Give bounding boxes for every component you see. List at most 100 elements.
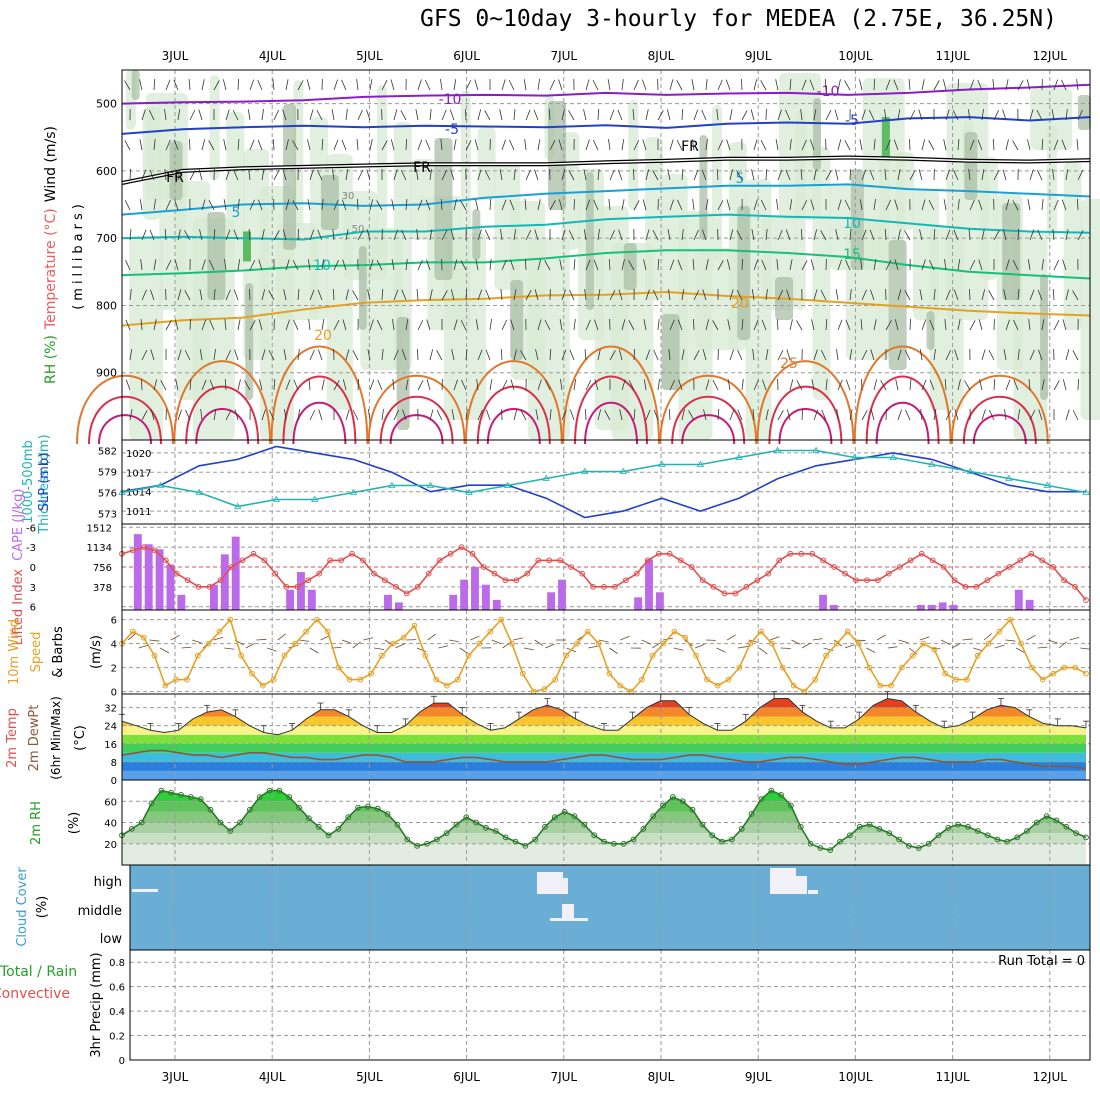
wind-speed-line-marker xyxy=(942,670,949,677)
rh-line-marker xyxy=(719,838,725,845)
wind10m-barb xyxy=(1026,634,1036,641)
wind-barb xyxy=(461,379,467,391)
wind-barb xyxy=(268,290,275,301)
warm-contour xyxy=(562,345,660,445)
rh-line-marker xyxy=(1004,838,1011,845)
lifted-index-line-marker xyxy=(1050,564,1057,570)
wind-barb xyxy=(668,408,671,421)
rh-ytick-40: 40 xyxy=(104,819,117,830)
wind-barb xyxy=(544,320,551,331)
wind10m-barb xyxy=(973,647,983,652)
rh-shade-dark xyxy=(1002,203,1021,300)
contour-label--10: -10 xyxy=(817,84,840,100)
wind-barb xyxy=(1053,320,1060,331)
wind10m-barb xyxy=(1080,647,1091,650)
wind-barb xyxy=(825,379,828,391)
wind-barb xyxy=(921,319,927,331)
rh-ylabel-2: (%) xyxy=(67,812,82,835)
wind-barb xyxy=(200,409,203,421)
wind-barb xyxy=(436,410,443,421)
lifted-index-line-marker xyxy=(831,564,837,570)
cape-bar xyxy=(819,594,827,610)
wind-barb xyxy=(933,80,940,91)
wind-speed-line-marker xyxy=(498,616,505,623)
wind-barb xyxy=(873,199,876,211)
lifted-index-line-marker xyxy=(984,577,991,584)
wind-barb xyxy=(844,140,851,151)
lifted-index-line-marker xyxy=(502,577,509,584)
wind-barb xyxy=(821,409,827,421)
rh-shading-layer xyxy=(125,70,1100,440)
rh-line-marker xyxy=(424,840,430,847)
wind-barb xyxy=(342,379,347,391)
wind10m-barb xyxy=(138,644,149,649)
wind10m-barb xyxy=(983,633,992,641)
bottom-date-label-8JUL: 8JUL xyxy=(648,1070,675,1084)
wind-barb xyxy=(928,140,935,151)
rh-shade-dark xyxy=(623,243,637,290)
warm-contour xyxy=(875,401,930,445)
rh-line-marker xyxy=(906,842,912,849)
thickness-marker xyxy=(465,488,473,495)
wind-barb xyxy=(450,169,455,181)
contour-label-50: 50 xyxy=(352,224,365,235)
wind-barb xyxy=(760,140,767,151)
wind10m-barb xyxy=(887,646,898,649)
wind-barb xyxy=(705,379,710,391)
slp-ytick-1020: 1020 xyxy=(126,449,151,460)
lifted-index-line-marker xyxy=(327,557,334,564)
wind-speed-line-marker xyxy=(314,616,320,623)
warm-contour xyxy=(270,345,369,445)
wind-ytick-6: 6 xyxy=(111,616,117,627)
wind-barb xyxy=(618,229,623,241)
wind-barb xyxy=(619,409,623,421)
wind-barb xyxy=(124,80,131,91)
lifted-index-line-marker xyxy=(864,577,870,584)
wind-barb xyxy=(873,379,878,391)
wind-barb xyxy=(141,229,147,241)
wind-barb xyxy=(869,229,875,241)
wind-barb xyxy=(213,80,220,91)
wind-barb xyxy=(366,229,371,241)
wind-barb xyxy=(693,169,699,181)
wind-barb xyxy=(729,409,735,421)
wind-barb xyxy=(597,108,600,121)
thickness-marker xyxy=(735,453,743,460)
wind-barb xyxy=(884,169,887,181)
wind-barb xyxy=(417,259,423,271)
lifted-index-line-marker xyxy=(995,570,1002,577)
contour-label-20: 20 xyxy=(314,328,332,344)
cape-ytick-756: 756 xyxy=(93,563,112,574)
warm-contour xyxy=(681,414,736,445)
wind-barb xyxy=(681,349,685,361)
lifted-index-line-marker xyxy=(513,577,520,584)
wind10m-barb xyxy=(213,636,224,641)
bottom-date-label-11JUL: 11JUL xyxy=(935,1070,970,1084)
wind-barb xyxy=(945,349,952,361)
wind-barb xyxy=(129,349,133,361)
wind-barb xyxy=(357,169,364,181)
lifted-index-line-marker xyxy=(414,583,421,590)
wind-barb xyxy=(429,289,433,301)
wind-barb xyxy=(761,319,767,331)
wind-barb xyxy=(789,259,793,271)
lifted-index-line-marker xyxy=(951,577,958,584)
wind-barb xyxy=(796,320,803,331)
rh-line-marker xyxy=(925,840,932,847)
wind-barb xyxy=(272,138,275,151)
wind-barb xyxy=(213,349,216,361)
wind-barb xyxy=(633,168,635,181)
precip-ylabel-2: Convective xyxy=(0,986,70,1002)
wind-ytick-2: 2 xyxy=(111,664,117,675)
cape-ytick-1512: 1512 xyxy=(87,523,112,534)
rh-shade-dark xyxy=(320,175,339,230)
wind-barb xyxy=(224,259,227,271)
wind-barb xyxy=(150,289,155,301)
wind-barb xyxy=(608,199,611,211)
wind-barb xyxy=(608,139,611,151)
wind-barb xyxy=(701,109,707,121)
wind-barb xyxy=(477,409,483,421)
wind-barb xyxy=(789,139,792,151)
wind-barb xyxy=(449,109,455,121)
wind-barb xyxy=(453,139,457,151)
